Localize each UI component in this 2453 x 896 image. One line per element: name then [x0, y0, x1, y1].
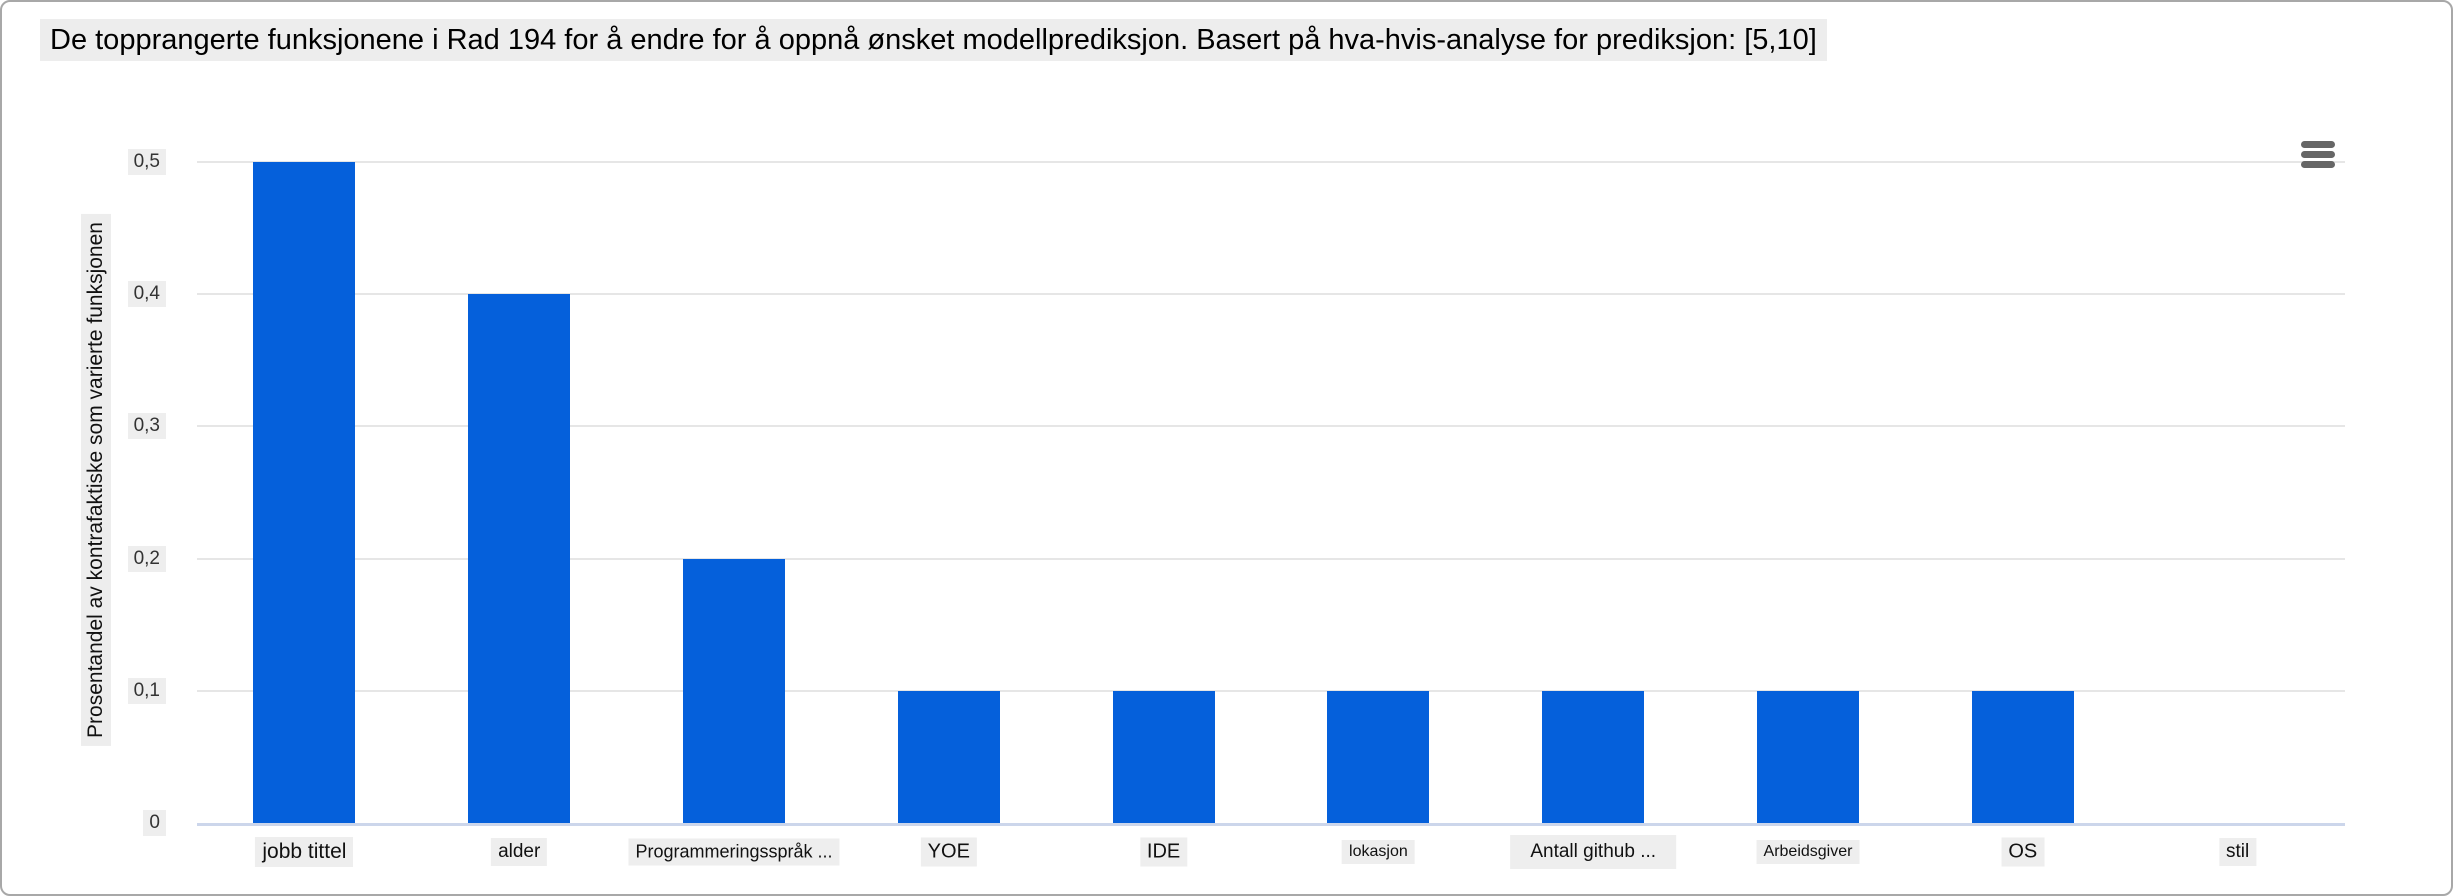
- y-tick-label: 0,4: [127, 281, 166, 308]
- bar[interactable]: [468, 294, 571, 823]
- gridline: [197, 557, 2345, 560]
- y-tick-label: 0,3: [127, 413, 166, 440]
- x-axis-label: Arbeidsgiver: [1756, 840, 1860, 864]
- x-axis-label: Programmeringsspråk ...: [628, 838, 840, 866]
- y-tick-label: 0: [143, 810, 166, 836]
- bar[interactable]: [253, 162, 356, 823]
- y-tick-label: 0,1: [127, 677, 166, 704]
- gridline: [197, 161, 2345, 163]
- bar[interactable]: [897, 690, 1000, 823]
- bar[interactable]: [1112, 690, 1215, 823]
- chart-title: De topprangerte funksjonene i Rad 194 fo…: [40, 19, 1827, 62]
- x-axis-label: Antall github ...: [1510, 835, 1677, 869]
- y-tick-label: 0,5: [127, 149, 166, 175]
- x-axis-label: alder: [491, 838, 548, 866]
- gridline: [197, 689, 2345, 692]
- x-axis-label: OS: [2001, 837, 2045, 867]
- plot-area: [197, 161, 2345, 826]
- x-axis-label: jobb tittel: [255, 837, 354, 867]
- x-axis-label: lokasjon: [1342, 840, 1415, 864]
- bar[interactable]: [683, 558, 785, 823]
- bar[interactable]: [1327, 690, 1430, 823]
- bar[interactable]: [1971, 690, 2074, 823]
- bar[interactable]: [1757, 690, 1859, 823]
- gridline: [197, 425, 2345, 428]
- x-axis-label: YOE: [920, 837, 977, 867]
- x-axis-label: stil: [2218, 838, 2257, 866]
- chart-context-menu-button[interactable]: [2301, 135, 2343, 173]
- bar[interactable]: [1542, 690, 1645, 823]
- gridline: [197, 293, 2345, 296]
- x-axis-label: IDE: [1139, 837, 1188, 867]
- y-tick-label: 0,2: [127, 545, 166, 572]
